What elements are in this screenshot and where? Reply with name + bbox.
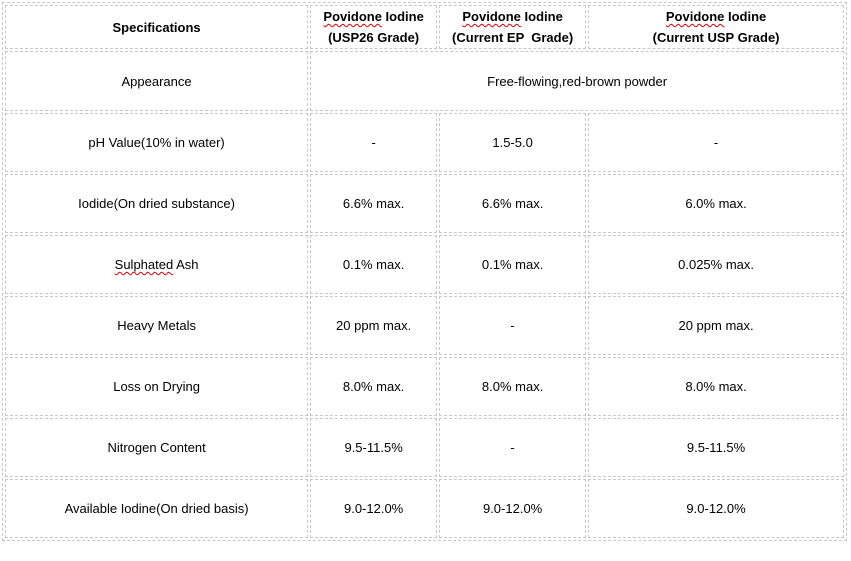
row-label-iodide: Iodide(On dried substance) <box>5 174 309 233</box>
table-row-available-iodine: Available Iodine(On dried basis) 9.0-12.… <box>5 479 844 538</box>
table-row-appearance: Appearance Free-flowing,red-brown powder <box>5 51 844 111</box>
value-cell-usp26: 0.1% max. <box>310 235 438 294</box>
header-title: Povidone Iodine <box>440 6 585 27</box>
specification-table-container: Specifications Povidone Iodine (USP26 Gr… <box>2 2 847 541</box>
header-title-word-povidone: Povidone <box>462 9 521 24</box>
header-title: Povidone Iodine <box>589 6 843 27</box>
appearance-value-cell: Free-flowing,red-brown powder <box>310 51 844 111</box>
row-label-loss-on-drying: Loss on Drying <box>5 357 309 416</box>
table-row-iodide: Iodide(On dried substance) 6.6% max. 6.6… <box>5 174 844 233</box>
value-cell-current-ep: 8.0% max. <box>439 357 587 416</box>
value-cell-usp26: 9.5-11.5% <box>310 418 438 477</box>
header-title-word-povidone: Povidone <box>665 9 725 24</box>
value-cell-usp26: 6.6% max. <box>310 174 438 233</box>
header-title-word-iodine: Iodine <box>520 9 563 24</box>
value-cell-usp26: - <box>310 113 438 172</box>
specification-table: Specifications Povidone Iodine (USP26 Gr… <box>2 2 847 541</box>
header-title-word-iodine: Iodine <box>381 9 424 24</box>
row-label-nitrogen-content: Nitrogen Content <box>5 418 309 477</box>
value-cell-current-usp: 0.025% max. <box>588 235 844 294</box>
value-cell-current-usp: 9.0-12.0% <box>588 479 844 538</box>
value-cell-current-ep: 9.0-12.0% <box>439 479 587 538</box>
row-label-sulphated-ash: Sulphated Ash <box>5 235 309 294</box>
label-word-sulphated: Sulphated <box>114 257 174 272</box>
value-cell-current-usp: 20 ppm max. <box>588 296 844 355</box>
row-label-available-iodine: Available Iodine(On dried basis) <box>5 479 309 538</box>
header-title-word-povidone: Povidone <box>323 9 382 24</box>
row-label-heavy-metals: Heavy Metals <box>5 296 309 355</box>
value-cell-current-usp: 6.0% max. <box>588 174 844 233</box>
value-cell-current-ep: - <box>439 296 587 355</box>
table-row-sulphated-ash: Sulphated Ash 0.1% max. 0.1% max. 0.025%… <box>5 235 844 294</box>
header-povidone-current-usp: Povidone Iodine (Current USP Grade) <box>588 5 844 49</box>
header-specifications: Specifications <box>5 5 309 49</box>
label-word-ash: Ash <box>173 257 199 272</box>
value-cell-usp26: 20 ppm max. <box>310 296 438 355</box>
value-cell-current-ep: 1.5-5.0 <box>439 113 587 172</box>
header-grade: (Current USP Grade) <box>652 30 780 45</box>
row-label-appearance: Appearance <box>5 51 309 111</box>
header-title: Povidone Iodine <box>311 6 436 27</box>
header-grade: (USP26 Grade) <box>328 30 420 45</box>
header-povidone-usp26: Povidone Iodine (USP26 Grade) <box>310 5 438 49</box>
value-cell-current-usp: 8.0% max. <box>588 357 844 416</box>
value-cell-current-ep: - <box>439 418 587 477</box>
header-grade: (Current EP Grade) <box>452 30 574 45</box>
header-title-word-iodine: Iodine <box>724 9 767 24</box>
table-row-nitrogen-content: Nitrogen Content 9.5-11.5% - 9.5-11.5% <box>5 418 844 477</box>
table-row-loss-on-drying: Loss on Drying 8.0% max. 8.0% max. 8.0% … <box>5 357 844 416</box>
header-povidone-current-ep: Povidone Iodine (Current EP Grade) <box>439 5 587 49</box>
value-cell-usp26: 8.0% max. <box>310 357 438 416</box>
row-label-ph-value: pH Value(10% in water) <box>5 113 309 172</box>
value-cell-current-usp: 9.5-11.5% <box>588 418 844 477</box>
table-header-row: Specifications Povidone Iodine (USP26 Gr… <box>5 5 844 49</box>
value-cell-current-ep: 6.6% max. <box>439 174 587 233</box>
value-cell-current-usp: - <box>588 113 844 172</box>
value-cell-current-ep: 0.1% max. <box>439 235 587 294</box>
value-cell-usp26: 9.0-12.0% <box>310 479 438 538</box>
table-row-ph-value: pH Value(10% in water) - 1.5-5.0 - <box>5 113 844 172</box>
table-row-heavy-metals: Heavy Metals 20 ppm max. - 20 ppm max. <box>5 296 844 355</box>
